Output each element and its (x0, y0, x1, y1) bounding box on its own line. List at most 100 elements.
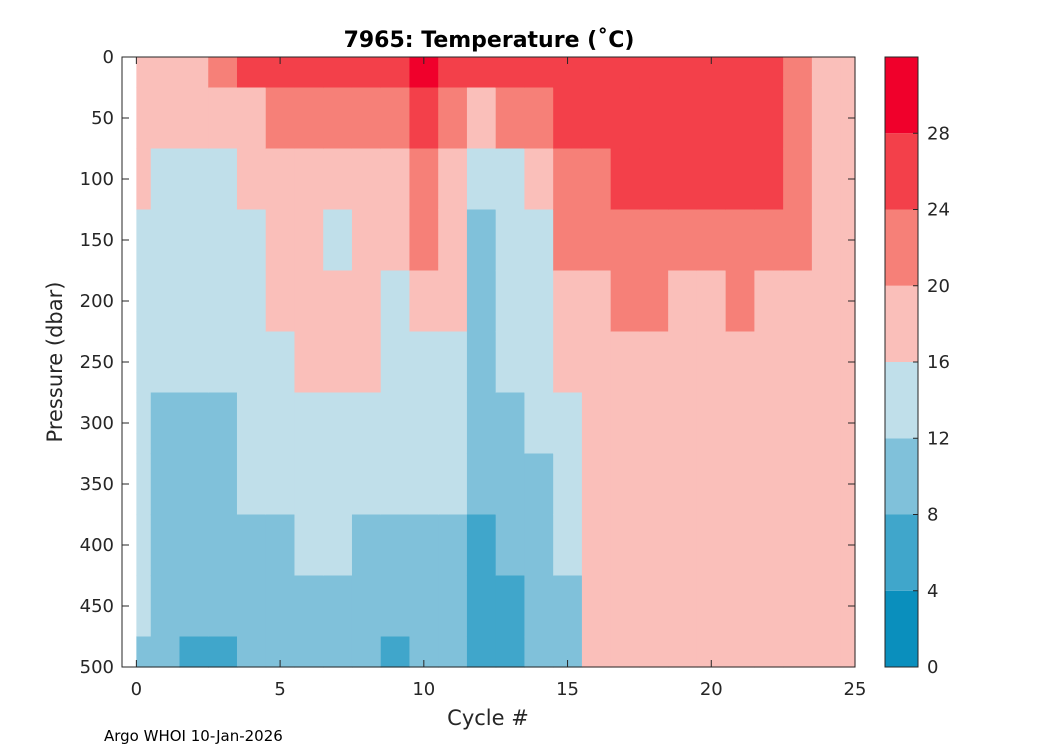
heatmap-cell (150, 636, 181, 668)
y-tick-label: 500 (80, 657, 114, 678)
heatmap-cell (438, 270, 468, 333)
heatmap-cell (409, 514, 439, 577)
heatmap-cell (725, 636, 755, 668)
heatmap-cell (581, 514, 612, 577)
heatmap-cell (265, 575, 296, 638)
heatmap-cell (409, 453, 439, 516)
heatmap-cell (668, 453, 698, 516)
heatmap-cell (323, 87, 353, 150)
heatmap-cell (136, 331, 152, 394)
heatmap-cell (380, 209, 411, 272)
heatmap-cell (610, 57, 641, 89)
heatmap-cell (639, 514, 669, 577)
colorbar-tick-label: 12 (927, 428, 950, 449)
heatmap-cell (553, 270, 583, 333)
heatmap-cell (754, 514, 784, 577)
heatmap-cell (409, 87, 439, 150)
heatmap-cell (811, 87, 842, 150)
heatmap-cell (265, 209, 296, 272)
heatmap-cell (725, 57, 755, 89)
heatmap-cell (150, 270, 181, 333)
y-tick-label: 0 (103, 47, 114, 68)
heatmap-cell (179, 270, 209, 333)
heatmap-cell (236, 209, 267, 272)
heatmap-cell (668, 636, 698, 668)
heatmap-cell (495, 57, 526, 89)
heatmap-cell (553, 148, 583, 211)
heatmap-cell (811, 636, 842, 668)
heatmap-cell (754, 148, 784, 211)
heatmap-cell (581, 148, 612, 211)
heatmap-cell (524, 209, 554, 272)
heatmap-cell (351, 331, 382, 394)
heatmap-cell (754, 392, 784, 455)
heatmap-cell (524, 57, 554, 89)
y-tick-label: 200 (80, 291, 114, 312)
heatmap-cell (438, 575, 468, 638)
heatmap-cell (294, 636, 324, 668)
heatmap-cell (351, 392, 382, 455)
heatmap-cell (840, 57, 856, 89)
heatmap-cell (668, 331, 698, 394)
heatmap-cell (351, 87, 382, 150)
heatmap-cell (136, 514, 152, 577)
chart-title: 7965: Temperature (˚C) (344, 28, 635, 53)
heatmap-cell (725, 87, 755, 150)
heatmap-cell (236, 331, 267, 394)
heatmap-cell (783, 209, 813, 272)
heatmap-cell (294, 453, 324, 516)
heatmap-cell (668, 209, 698, 272)
heatmap-cell (179, 392, 209, 455)
heatmap-cell (466, 514, 497, 577)
heatmap-cell (294, 331, 324, 394)
heatmap-cell (581, 575, 612, 638)
heatmap-cell (668, 270, 698, 333)
heatmap-cell (208, 270, 238, 333)
heatmap-cell (351, 514, 382, 577)
heatmap-cell (581, 636, 612, 668)
heatmap-cell (524, 331, 554, 394)
heatmap-cell (553, 331, 583, 394)
heatmap-cell (150, 575, 181, 638)
heatmap-cell (553, 453, 583, 516)
heatmap-cell (179, 514, 209, 577)
heatmap-cell (323, 392, 353, 455)
plot-area (136, 57, 856, 668)
heatmap-cell (610, 392, 641, 455)
heatmap-cell (495, 87, 526, 150)
heatmap-cell (495, 331, 526, 394)
heatmap-cell (409, 331, 439, 394)
heatmap-cell (150, 209, 181, 272)
heatmap-cell (639, 331, 669, 394)
heatmap-cell (380, 270, 411, 333)
heatmap-cell (581, 87, 612, 150)
heatmap-cell (725, 392, 755, 455)
heatmap-cell (696, 575, 727, 638)
y-tick-label: 50 (91, 108, 114, 129)
heatmap-cell (610, 331, 641, 394)
heatmap-cell (610, 270, 641, 333)
colorbar-tick-label: 0 (927, 657, 938, 678)
heatmap-cell (725, 331, 755, 394)
footer-credit: Argo WHOI 10-Jan-2026 (104, 727, 283, 745)
heatmap-cell (236, 270, 267, 333)
heatmap-cell (668, 87, 698, 150)
heatmap-cell (811, 453, 842, 516)
heatmap-cell (409, 575, 439, 638)
heatmap-cell (495, 453, 526, 516)
heatmap-cell (610, 209, 641, 272)
colorbar-tick-label: 4 (927, 581, 938, 602)
heatmap-cell (150, 87, 181, 150)
heatmap-cell (581, 331, 612, 394)
heatmap-cell (725, 575, 755, 638)
heatmap-cell (380, 575, 411, 638)
heatmap-cell (265, 331, 296, 394)
heatmap-cell (754, 636, 784, 668)
heatmap-cell (323, 514, 353, 577)
heatmap-cell (639, 392, 669, 455)
heatmap-cell (668, 514, 698, 577)
heatmap-cell (136, 575, 152, 638)
heatmap-cell (495, 636, 526, 668)
heatmap-cell (208, 209, 238, 272)
heatmap-cell (351, 636, 382, 668)
